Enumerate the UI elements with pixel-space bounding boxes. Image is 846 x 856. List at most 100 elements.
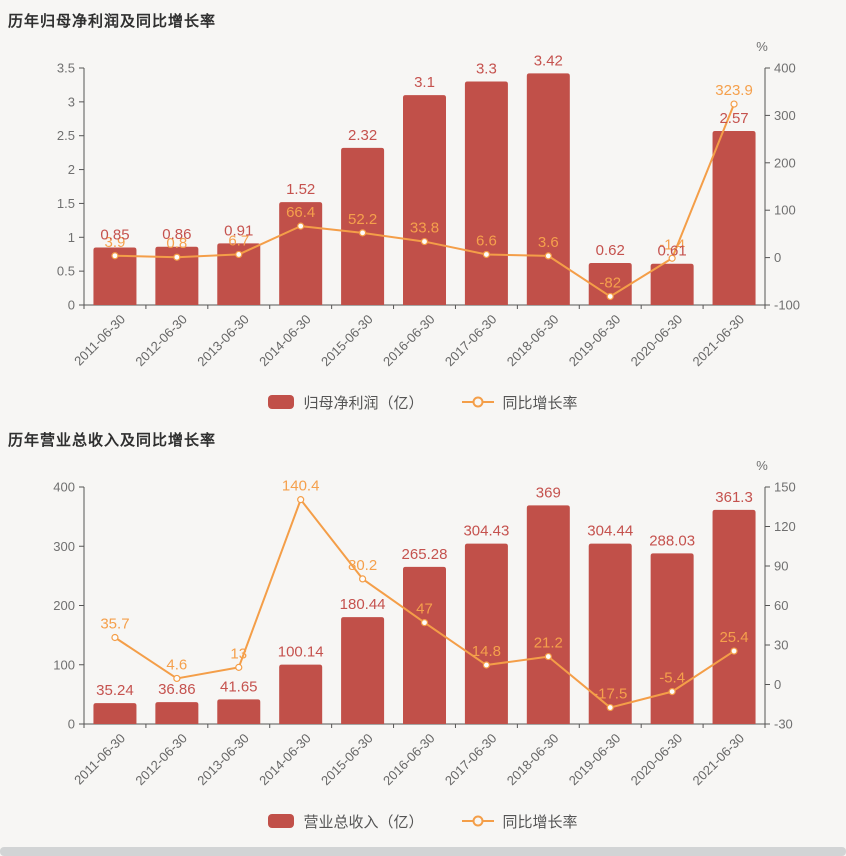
line-series-swatch-icon xyxy=(461,396,494,408)
svg-text:100.14: 100.14 xyxy=(278,644,324,661)
svg-text:21.2: 21.2 xyxy=(534,635,563,652)
line-value-labels: 3.9 0.8 6.7 66.4 52.2 33.8 6.6 3.6 -82 -1.4 323.9 xyxy=(105,82,753,291)
svg-text:300: 300 xyxy=(774,108,796,123)
right-axis-unit: % xyxy=(756,39,768,54)
line-point xyxy=(544,652,552,661)
svg-text:0.8: 0.8 xyxy=(166,235,187,252)
legend-item-net-profit-bars[interactable]: 归母净利润（亿） xyxy=(268,392,424,413)
svg-text:41.65: 41.65 xyxy=(220,678,258,695)
legend-item-revenue-bars[interactable]: 营业总收入（亿） xyxy=(268,811,424,832)
svg-text:300: 300 xyxy=(53,539,75,554)
svg-text:361.3: 361.3 xyxy=(715,489,753,506)
line-marker-icon xyxy=(472,396,483,408)
svg-text:2014-06-30: 2014-06-30 xyxy=(256,731,314,789)
svg-text:2013-06-30: 2013-06-30 xyxy=(194,731,252,789)
svg-text:2015-06-30: 2015-06-30 xyxy=(318,731,376,789)
line-value-labels: 35.7 4.6 13 140.4 80.2 47 14.8 21.2 -17.5 -5.4 25.… xyxy=(100,478,748,703)
svg-text:35.7: 35.7 xyxy=(100,615,129,632)
bar-series xyxy=(93,505,756,724)
svg-text:0.5: 0.5 xyxy=(57,264,75,279)
svg-text:2015-06-30: 2015-06-30 xyxy=(318,312,376,370)
right-axis-ticks: -100 0 100 200 300 400% xyxy=(756,39,800,313)
svg-text:1.5: 1.5 xyxy=(57,196,75,211)
line-series-swatch-icon xyxy=(461,815,494,827)
legend-item-net-profit-growth-line[interactable]: 同比增长率 xyxy=(461,392,578,413)
svg-text:-5.4: -5.4 xyxy=(659,670,685,687)
legend-label-net-profit-growth: 同比增长率 xyxy=(502,394,578,412)
svg-text:2016-06-30: 2016-06-30 xyxy=(380,731,438,789)
svg-text:3.6: 3.6 xyxy=(538,234,559,251)
svg-text:2019-06-30: 2019-06-30 xyxy=(566,312,624,370)
net-profit-combo-chart: 00.511.522.533.5-1000100200300400%2011-0… xyxy=(57,39,800,370)
line-point xyxy=(668,254,676,262)
bar xyxy=(93,247,137,305)
bar xyxy=(403,566,446,724)
legend-item-revenue-growth-line[interactable]: 同比增长率 xyxy=(461,811,578,832)
line-point xyxy=(358,229,367,237)
line-point xyxy=(420,619,429,627)
bar xyxy=(526,73,570,305)
bar xyxy=(650,553,694,724)
svg-text:2012-06-30: 2012-06-30 xyxy=(132,312,190,370)
line-point xyxy=(173,253,181,261)
line-point xyxy=(235,663,243,671)
svg-text:0.61: 0.61 xyxy=(658,243,687,260)
left-axis-ticks: 0 100 200 300 400 xyxy=(53,480,84,732)
svg-text:2019-06-30: 2019-06-30 xyxy=(566,731,624,789)
line-markers xyxy=(111,100,738,301)
line-point xyxy=(297,496,305,504)
svg-text:4.6: 4.6 xyxy=(166,656,187,673)
svg-text:100: 100 xyxy=(53,657,75,672)
bar xyxy=(217,699,261,724)
svg-text:0: 0 xyxy=(774,250,781,265)
svg-text:90: 90 xyxy=(774,559,788,574)
svg-text:1: 1 xyxy=(68,230,75,245)
revenue-combo-chart: 0 100 200 300 400 -30 0 30 60 90 120 150% 2011-06-30… xyxy=(53,458,796,789)
bar xyxy=(588,543,632,724)
svg-text:1.52: 1.52 xyxy=(286,181,315,198)
svg-text:3: 3 xyxy=(68,94,75,109)
svg-text:2018-06-30: 2018-06-30 xyxy=(504,731,562,789)
bar xyxy=(341,617,385,724)
svg-text:2018-06-30: 2018-06-30 xyxy=(504,312,562,370)
svg-text:369: 369 xyxy=(536,484,561,501)
svg-text:3.9: 3.9 xyxy=(105,234,126,251)
svg-text:66.4: 66.4 xyxy=(286,204,315,221)
svg-text:400: 400 xyxy=(774,61,796,76)
svg-text:-1.4: -1.4 xyxy=(659,236,685,253)
svg-text:36.86: 36.86 xyxy=(158,681,196,698)
svg-text:265.28: 265.28 xyxy=(402,546,448,563)
svg-text:2021-06-30: 2021-06-30 xyxy=(690,312,748,370)
bar xyxy=(279,664,323,724)
line-point xyxy=(668,688,676,696)
net-profit-chart-section: 历年归母净利润及同比增长率 0 0.5 1 1.5 2 2.5 3 3.5 -100 0 100 20… xyxy=(0,0,846,415)
legend-label-revenue: 营业总收入（亿） xyxy=(303,813,424,831)
svg-text:80.2: 80.2 xyxy=(348,557,377,574)
line-point xyxy=(111,633,119,642)
svg-text:2.57: 2.57 xyxy=(719,110,748,127)
svg-text:0: 0 xyxy=(774,677,781,692)
svg-text:2017-06-30: 2017-06-30 xyxy=(442,731,500,789)
line-point xyxy=(420,237,429,246)
svg-text:120: 120 xyxy=(774,519,796,534)
bottom-scroll-strip[interactable] xyxy=(0,847,846,856)
svg-text:6.7: 6.7 xyxy=(228,232,249,249)
svg-text:2.5: 2.5 xyxy=(57,128,75,143)
svg-text:2017-06-30: 2017-06-30 xyxy=(442,312,500,370)
svg-text:2011-06-30: 2011-06-30 xyxy=(71,731,128,788)
line-point xyxy=(606,292,614,301)
line-point xyxy=(544,252,552,260)
bar xyxy=(712,509,756,724)
svg-text:0.85: 0.85 xyxy=(100,226,129,243)
svg-text:-30: -30 xyxy=(774,717,793,732)
bar xyxy=(464,81,508,305)
x-axis-labels: 2011-06-30 2012-06-30 2013-06-30 2014-06-30… xyxy=(71,731,747,789)
svg-text:2012-06-30: 2012-06-30 xyxy=(132,731,190,789)
bar xyxy=(650,263,694,305)
svg-text:400: 400 xyxy=(53,480,75,495)
svg-text:140.4: 140.4 xyxy=(282,478,320,495)
svg-text:-100: -100 xyxy=(774,298,800,313)
svg-text:2020-06-30: 2020-06-30 xyxy=(628,312,686,370)
line-marker-icon xyxy=(472,815,483,827)
